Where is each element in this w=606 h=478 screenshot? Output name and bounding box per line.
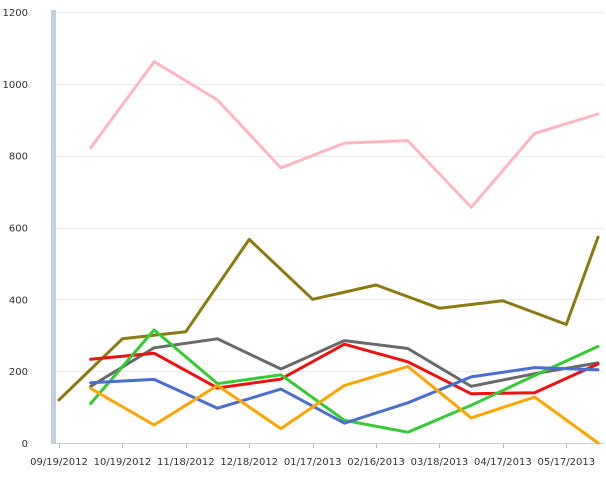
series-line-1 <box>89 60 600 209</box>
y-axis-tick-labels: 0 200 400 600 800 1000 1200 <box>3 8 28 450</box>
series-line-4 <box>89 342 600 396</box>
y-tick-label: 800 <box>9 152 28 163</box>
series-line-2 <box>57 235 600 402</box>
y-axis-bar <box>51 10 56 443</box>
series-line-5 <box>89 328 600 434</box>
x-tick-label: 12/18/2012 <box>220 457 278 468</box>
x-tick-label: 02/16/2013 <box>347 457 405 468</box>
y-tick-label: 200 <box>9 367 28 378</box>
y-tick-label: 600 <box>9 224 28 235</box>
series-line-7 <box>89 365 600 445</box>
y-tick-label: 400 <box>9 295 28 306</box>
x-tick-label: 05/17/2013 <box>537 457 595 468</box>
x-tick-label: 09/19/2012 <box>30 457 88 468</box>
series-line-3 <box>89 337 600 388</box>
x-tick-label: 03/18/2013 <box>411 457 469 468</box>
series-line-6 <box>89 366 600 425</box>
y-tick-label: 1200 <box>3 8 28 19</box>
series-lines <box>57 60 600 445</box>
y-tick-label: 0 <box>22 439 28 450</box>
y-tick-label: 1000 <box>3 80 28 91</box>
x-tick-label: 01/17/2013 <box>284 457 342 468</box>
grid-lines <box>56 12 604 372</box>
x-tick-label: 11/18/2012 <box>157 457 215 468</box>
x-tick-label: 04/17/2013 <box>474 457 532 468</box>
x-axis-tick-labels: 09/19/2012 10/19/2012 11/18/2012 12/18/2012… <box>30 443 595 468</box>
x-tick-label: 10/19/2012 <box>94 457 152 468</box>
